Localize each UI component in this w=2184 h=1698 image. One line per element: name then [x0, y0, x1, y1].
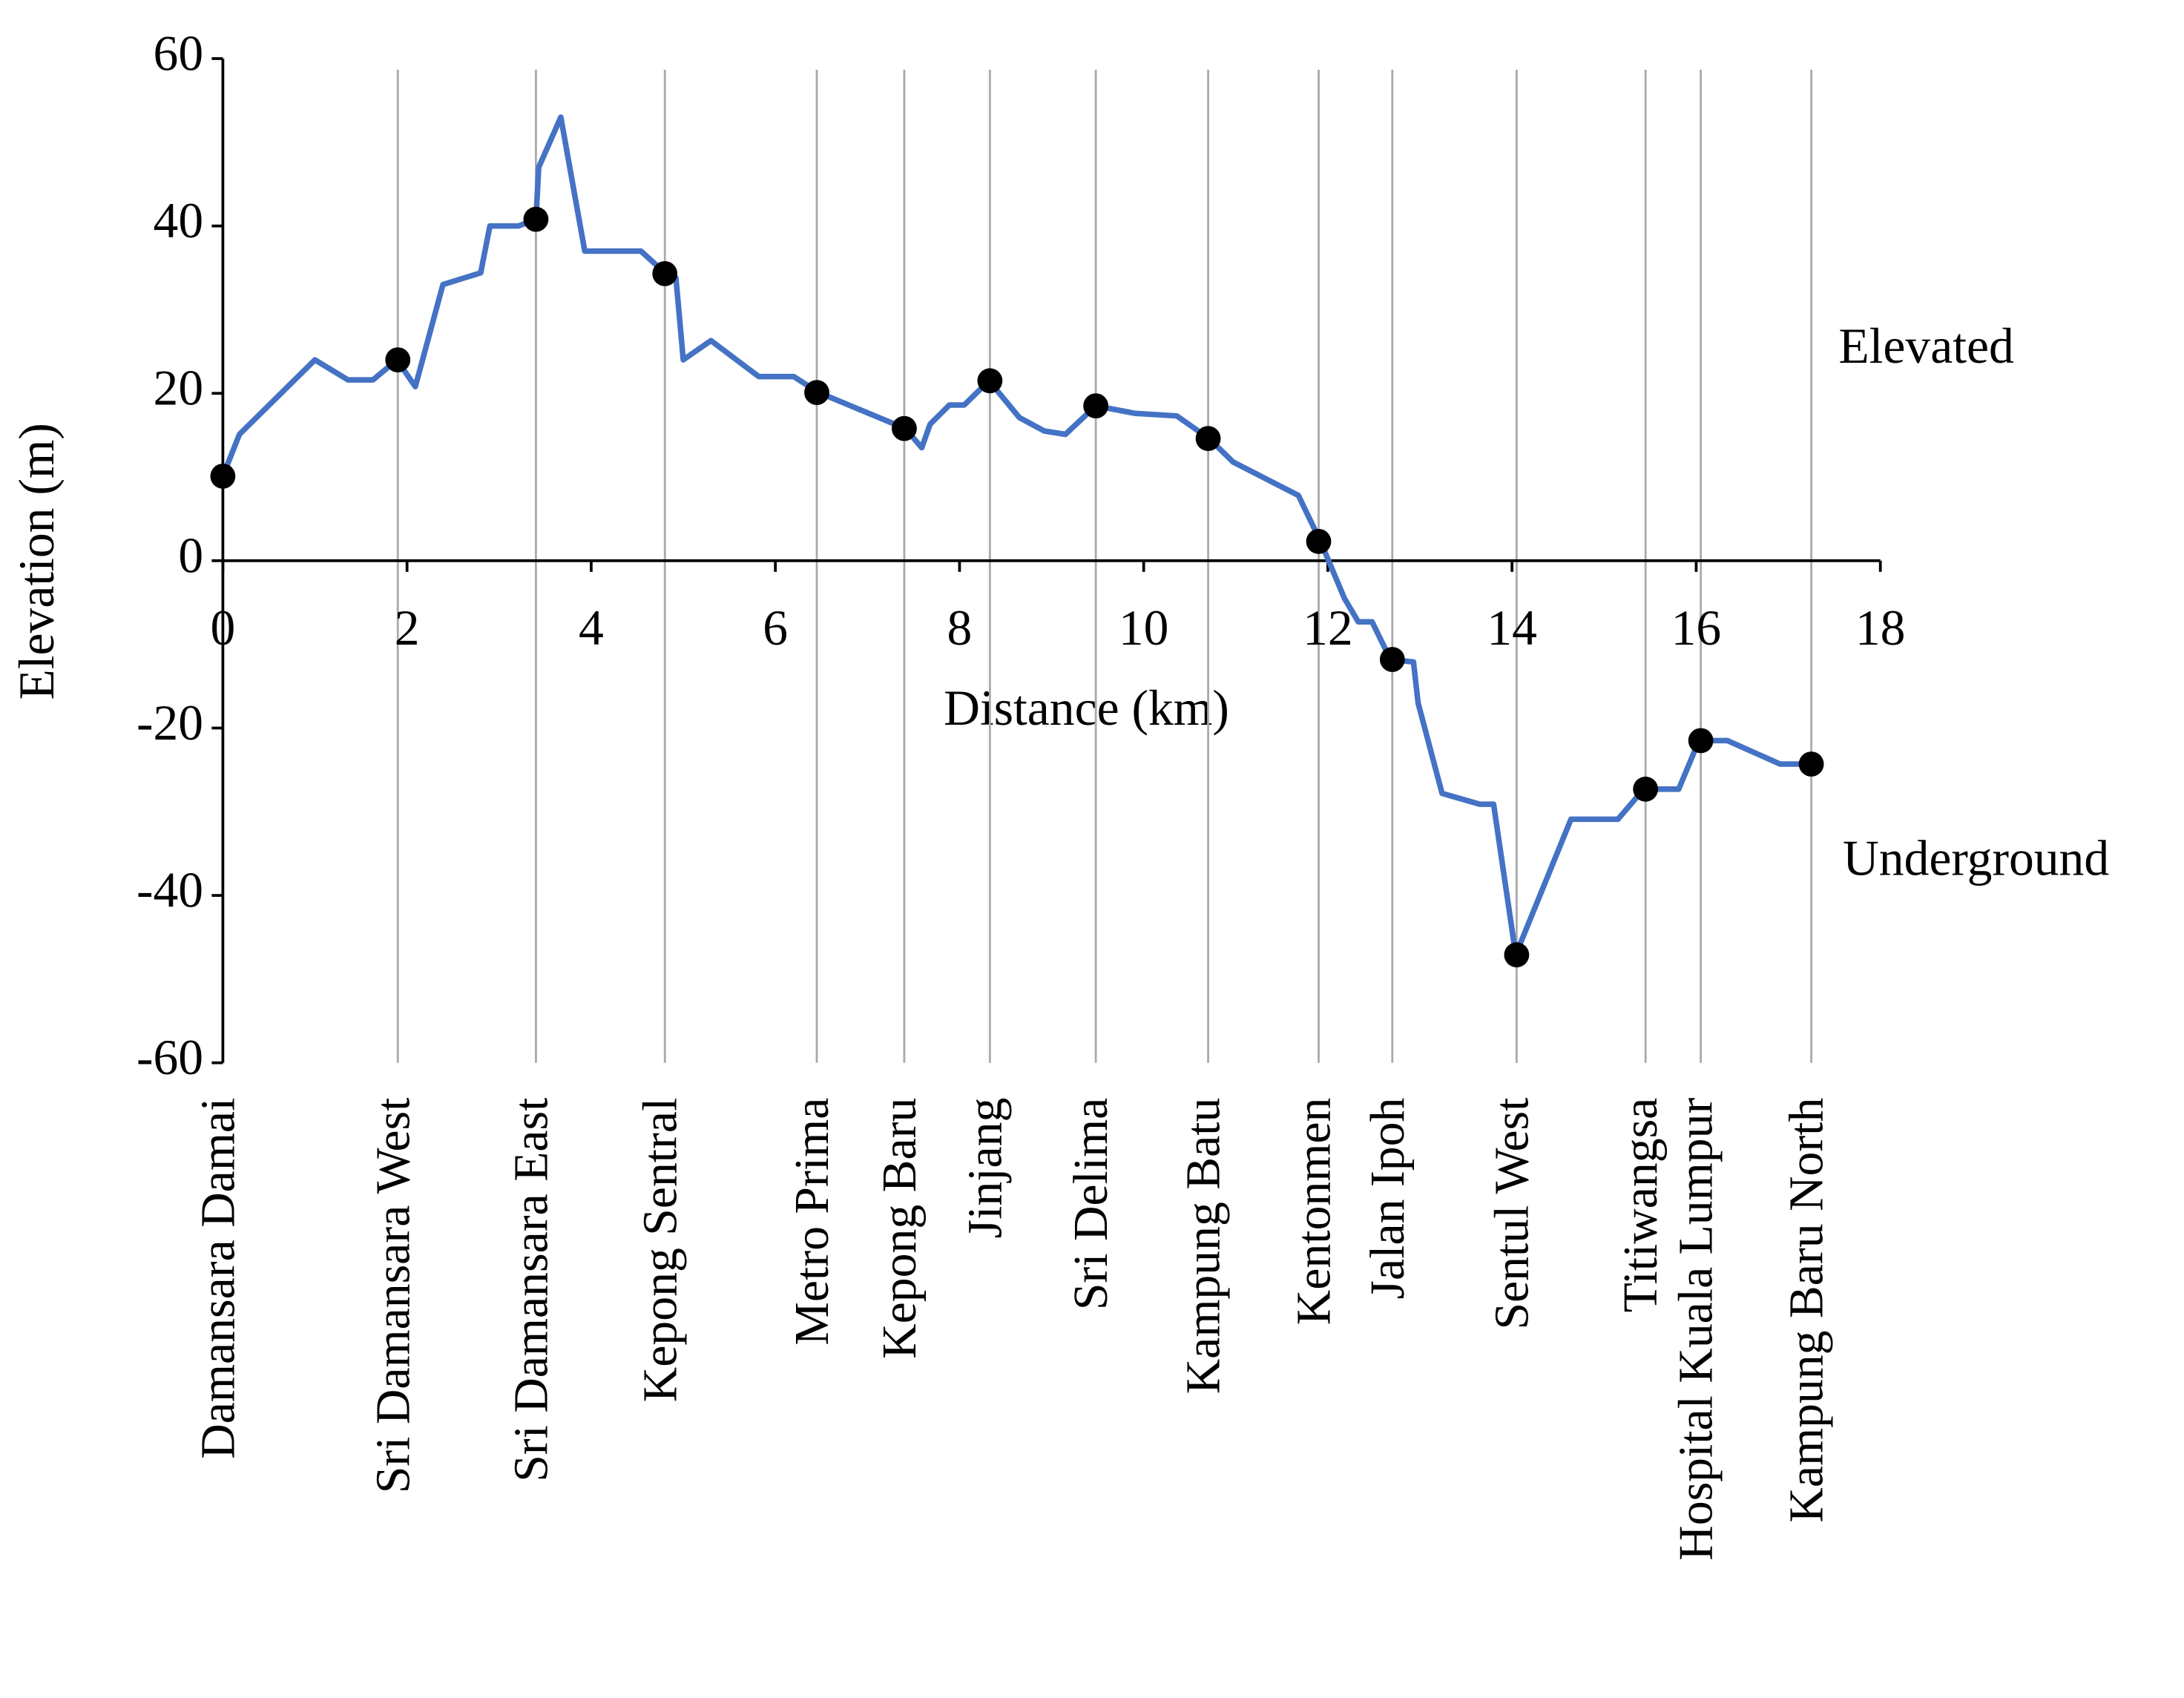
station-label: Titiwangsa — [1614, 1098, 1668, 1313]
annotation: Elevated — [1838, 318, 2013, 374]
station-label: Damansara Damai — [191, 1098, 245, 1459]
station-marker — [210, 464, 236, 489]
x-tick-label: 10 — [1119, 600, 1169, 656]
station-marker — [1379, 647, 1405, 672]
y-axis-label: Elevation (m) — [9, 423, 65, 700]
station-marker — [652, 261, 678, 286]
x-tick-label: 0 — [211, 600, 236, 656]
station-label: Sri Damansara West — [366, 1098, 420, 1494]
y-tick-label: -20 — [136, 695, 203, 751]
x-tick-label: 8 — [947, 600, 973, 656]
x-tick-label: 16 — [1671, 600, 1722, 656]
station-marker — [1195, 426, 1221, 452]
station-label: Metro Prima — [785, 1098, 839, 1346]
station-label: Sentul West — [1484, 1098, 1539, 1330]
station-marker — [977, 368, 1003, 394]
y-tick-label: 40 — [154, 193, 204, 249]
y-tick-label: -60 — [136, 1030, 203, 1085]
station-marker — [1633, 776, 1659, 802]
station-label: Kampung Batu — [1177, 1098, 1231, 1395]
station-marker — [1688, 728, 1714, 754]
x-tick-label: 14 — [1487, 600, 1537, 656]
x-tick-label: 6 — [763, 600, 788, 656]
station-label: Jalan Ipoh — [1361, 1098, 1415, 1300]
station-label: Kepong Baru — [872, 1098, 927, 1359]
annotation: Underground — [1843, 831, 2109, 886]
station-marker — [804, 380, 829, 405]
station-label: Sri Delima — [1064, 1098, 1118, 1311]
station-marker — [1083, 393, 1109, 419]
station-marker — [892, 415, 917, 441]
x-tick-label: 4 — [579, 600, 604, 656]
station-label: Kentonmen — [1287, 1098, 1341, 1326]
y-tick-label: 0 — [178, 527, 203, 583]
x-tick-label: 18 — [1855, 600, 1906, 656]
x-axis-label: Distance (km) — [944, 680, 1229, 736]
station-label: Kepong Sentral — [633, 1098, 687, 1403]
station-marker — [1306, 529, 1332, 554]
y-tick-label: 60 — [154, 26, 204, 82]
station-marker — [385, 347, 411, 373]
station-label: Sri Damansara East — [504, 1098, 559, 1482]
y-tick-label: 20 — [154, 361, 204, 416]
elevation-line — [220, 114, 1815, 958]
station-marker — [523, 206, 549, 232]
station-label: Jinjang — [958, 1098, 1012, 1239]
x-tick-label: 12 — [1303, 600, 1353, 656]
station-marker — [1798, 751, 1824, 777]
station-label: Hospital Kuala Lumpur — [1669, 1098, 1723, 1561]
station-label: Kampung Baru North — [1780, 1098, 1834, 1523]
x-tick-label: 2 — [395, 600, 420, 656]
station-marker — [1504, 942, 1530, 968]
y-tick-label: -40 — [136, 863, 203, 918]
